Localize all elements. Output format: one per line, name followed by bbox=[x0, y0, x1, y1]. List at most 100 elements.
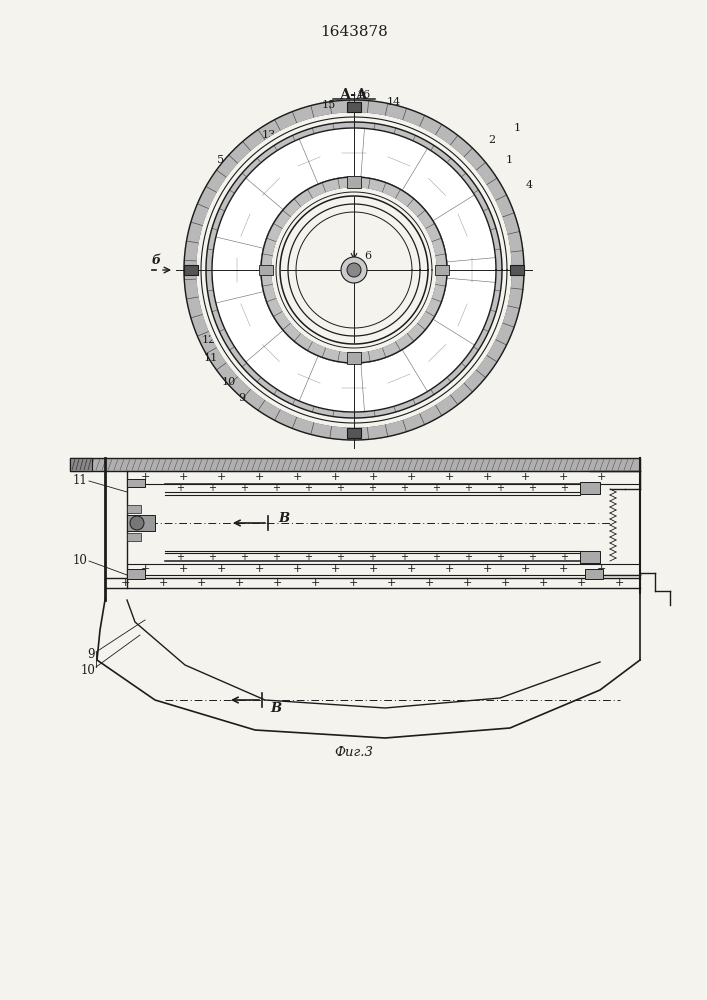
Text: +: + bbox=[310, 578, 320, 588]
Text: +: + bbox=[240, 552, 248, 562]
Text: +: + bbox=[292, 564, 302, 574]
Polygon shape bbox=[272, 188, 436, 352]
Text: +: + bbox=[424, 578, 433, 588]
Text: +: + bbox=[255, 564, 264, 574]
Text: +: + bbox=[596, 473, 606, 483]
Polygon shape bbox=[212, 128, 496, 412]
Text: 7: 7 bbox=[260, 183, 267, 193]
Text: 6: 6 bbox=[272, 165, 279, 175]
Text: 6: 6 bbox=[364, 251, 372, 261]
Text: +: + bbox=[272, 483, 280, 493]
Text: 10: 10 bbox=[80, 664, 95, 676]
Text: 1: 1 bbox=[513, 123, 520, 133]
Bar bbox=[435, 265, 449, 275]
Text: 14: 14 bbox=[387, 97, 401, 107]
Bar bbox=[127, 569, 145, 579]
Bar bbox=[127, 515, 155, 531]
Text: +: + bbox=[400, 483, 408, 493]
Bar bbox=[127, 479, 145, 487]
Text: +: + bbox=[462, 578, 472, 588]
Text: 15: 15 bbox=[322, 100, 336, 110]
Text: 9: 9 bbox=[238, 393, 245, 403]
Text: 5: 5 bbox=[218, 155, 225, 165]
Polygon shape bbox=[197, 113, 511, 427]
Text: +: + bbox=[520, 564, 530, 574]
Text: +: + bbox=[330, 564, 339, 574]
Bar bbox=[70, 458, 640, 471]
Text: +: + bbox=[464, 552, 472, 562]
Text: +: + bbox=[178, 564, 187, 574]
Bar bbox=[347, 352, 361, 364]
Text: +: + bbox=[368, 552, 376, 562]
Polygon shape bbox=[261, 177, 447, 363]
Text: +: + bbox=[538, 578, 548, 588]
Text: +: + bbox=[407, 564, 416, 574]
Text: +: + bbox=[304, 552, 312, 562]
Text: 10: 10 bbox=[222, 377, 236, 387]
Bar bbox=[127, 533, 141, 541]
Text: 13: 13 bbox=[262, 130, 276, 140]
Text: В: В bbox=[270, 702, 281, 714]
Text: +: + bbox=[197, 578, 206, 588]
Text: В: В bbox=[278, 512, 289, 526]
Text: 9: 9 bbox=[88, 648, 95, 662]
Polygon shape bbox=[184, 100, 524, 440]
Bar bbox=[347, 176, 361, 188]
Text: +: + bbox=[614, 578, 624, 588]
Text: +: + bbox=[560, 552, 568, 562]
Text: +: + bbox=[407, 473, 416, 483]
Text: 1643878: 1643878 bbox=[320, 25, 388, 39]
Text: +: + bbox=[496, 552, 504, 562]
Circle shape bbox=[341, 257, 367, 283]
Circle shape bbox=[130, 516, 144, 530]
Text: 4: 4 bbox=[525, 180, 532, 190]
Text: +: + bbox=[240, 483, 248, 493]
Text: +: + bbox=[255, 473, 264, 483]
Bar bbox=[510, 265, 524, 275]
Text: Фиг.2: Фиг.2 bbox=[334, 385, 373, 398]
Text: +: + bbox=[560, 483, 568, 493]
Bar bbox=[184, 265, 198, 275]
Text: +: + bbox=[272, 578, 281, 588]
Text: +: + bbox=[336, 552, 344, 562]
Text: +: + bbox=[176, 552, 184, 562]
Text: +: + bbox=[178, 473, 187, 483]
Text: Фиг.3: Фиг.3 bbox=[334, 746, 373, 758]
Text: 1: 1 bbox=[506, 155, 513, 165]
Text: +: + bbox=[176, 483, 184, 493]
Text: +: + bbox=[120, 578, 129, 588]
Text: +: + bbox=[140, 473, 150, 483]
Text: 11: 11 bbox=[204, 353, 218, 363]
Polygon shape bbox=[206, 122, 502, 418]
Bar bbox=[127, 505, 141, 513]
Text: +: + bbox=[330, 473, 339, 483]
Text: +: + bbox=[272, 552, 280, 562]
Text: +: + bbox=[368, 483, 376, 493]
Text: 12: 12 bbox=[202, 335, 216, 345]
Text: +: + bbox=[216, 473, 226, 483]
Text: +: + bbox=[559, 473, 568, 483]
Text: +: + bbox=[234, 578, 244, 588]
Text: +: + bbox=[464, 483, 472, 493]
Text: +: + bbox=[140, 564, 150, 574]
Text: +: + bbox=[576, 578, 585, 588]
Text: А-А: А-А bbox=[340, 88, 368, 102]
Bar bbox=[259, 265, 273, 275]
Bar bbox=[580, 482, 600, 494]
Text: +: + bbox=[482, 473, 491, 483]
Bar bbox=[347, 102, 361, 112]
Text: +: + bbox=[216, 564, 226, 574]
Text: 3: 3 bbox=[475, 180, 483, 190]
Text: +: + bbox=[386, 578, 396, 588]
Text: +: + bbox=[158, 578, 168, 588]
Text: 11: 11 bbox=[72, 475, 87, 488]
Text: +: + bbox=[528, 483, 536, 493]
Text: +: + bbox=[444, 564, 454, 574]
Bar bbox=[347, 428, 361, 438]
Text: 8: 8 bbox=[260, 147, 267, 157]
Bar bbox=[580, 551, 600, 563]
Text: +: + bbox=[292, 473, 302, 483]
Text: +: + bbox=[501, 578, 510, 588]
Text: б: б bbox=[151, 253, 160, 266]
Text: Б-Б: Б-Б bbox=[339, 415, 369, 429]
